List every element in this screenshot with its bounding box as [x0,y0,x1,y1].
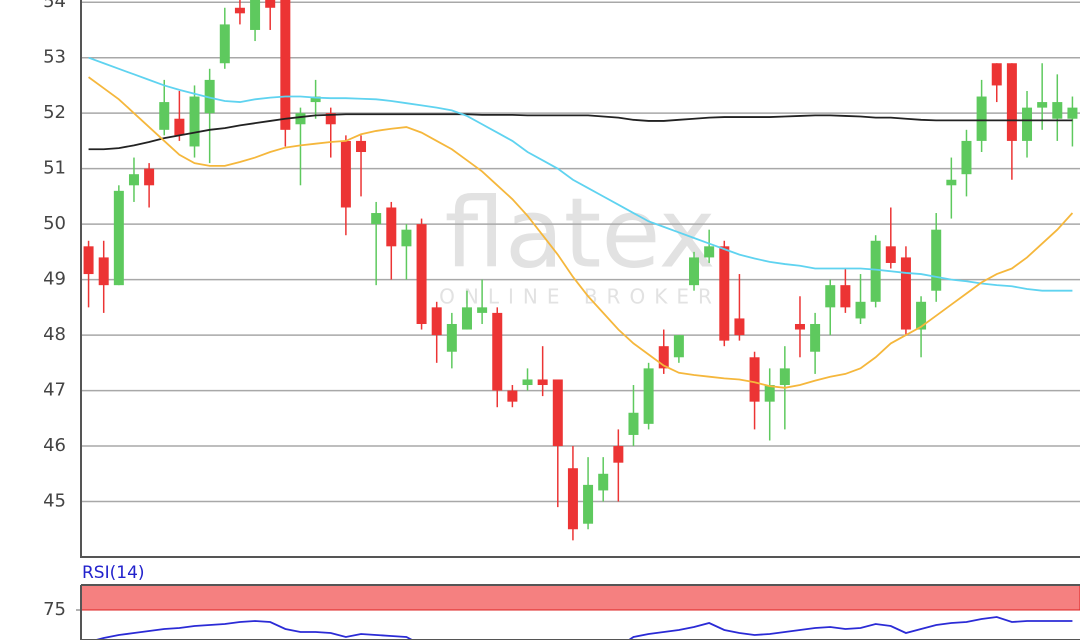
y-tick-label: 52 [43,102,66,123]
watermark-logo: flatex [444,177,715,289]
candle-body [976,96,987,141]
candle-body [371,213,382,225]
axes: 45 46 47 48 49 50 51 52 53 54 75 [43,0,1080,640]
candle-body [734,318,745,336]
candle-body [825,285,836,308]
candle-body [946,179,957,186]
price-panel: flatex ONLINE BROKER [81,0,1080,541]
candle-body [537,379,548,386]
candle-body [931,229,942,291]
candle-body [749,357,760,402]
candle-body [446,323,457,352]
line [92,616,1073,640]
candle-body [522,379,533,386]
candle-body [250,0,261,30]
candle-body [598,473,609,491]
candle-body [386,207,397,247]
rsi-panel [81,585,1080,640]
candle-body [189,96,200,147]
candle-body [583,484,594,524]
candle-body [295,113,306,125]
candle-body [643,368,654,424]
candle-body [885,246,896,263]
candle-body [764,385,775,402]
candle-body [265,0,276,8]
candle-body [401,229,412,247]
candle-body [340,140,351,208]
candle-body [613,446,624,463]
candle-body [492,312,503,391]
candle-body [431,307,442,336]
candle-body [174,118,185,136]
candle-body [1022,107,1033,141]
candle-body [144,168,155,186]
candle-body [1037,102,1048,108]
candle-body [98,257,109,286]
candle-body [810,323,821,352]
candle-body [159,102,170,130]
watermark-tagline: ONLINE BROKER [439,285,721,309]
candle-body [204,79,215,114]
candle-body [461,307,472,330]
candle-body [658,346,669,369]
candle-body [83,246,94,275]
y-tick-label: 48 [43,324,66,345]
y-tick-label: 46 [43,435,66,456]
candle-body [900,257,911,330]
candle-body [628,412,639,435]
candle-body [552,379,563,447]
candle-body [567,468,578,530]
candle-body [1052,102,1063,119]
candle-body [719,246,730,341]
candle-body [855,301,866,319]
panel-border [80,0,1080,558]
candle-body [356,140,367,153]
y-tick-label: 54 [43,0,66,12]
candle-body [689,257,700,286]
y-tick-label: 49 [43,269,66,290]
overbought-band [81,585,1080,611]
candle-body [325,113,336,125]
rsi-title: RSI(14) [82,563,145,583]
candle-body [916,301,927,330]
candle-body [1067,107,1078,119]
y-tick-label: 50 [43,213,66,234]
candle-body [507,390,518,402]
y-tick-label: 45 [43,491,66,512]
candle-body [704,246,715,258]
line [88,56,1073,292]
candle-body [128,174,139,186]
candle-body [870,240,881,302]
y-tick-label: 75 [43,599,66,620]
candle-body [840,285,851,308]
candle-body [477,307,488,313]
line [88,113,1073,151]
y-tick-label: 51 [43,158,66,179]
candle-body [416,224,427,324]
candle-body [779,368,790,386]
candle-body [310,96,321,103]
panel-border [80,584,1080,640]
candle-body [673,335,684,358]
candle-body [113,190,124,286]
candle-body [794,323,805,330]
y-tick-label: 47 [43,380,66,401]
candle-body [961,140,972,175]
candle-body [219,24,230,64]
y-tick-label: 53 [43,47,66,68]
candle-body [234,7,245,14]
candle-body [1006,63,1017,141]
candle-body [280,0,291,130]
line [88,76,1074,389]
candle-body [991,63,1002,86]
